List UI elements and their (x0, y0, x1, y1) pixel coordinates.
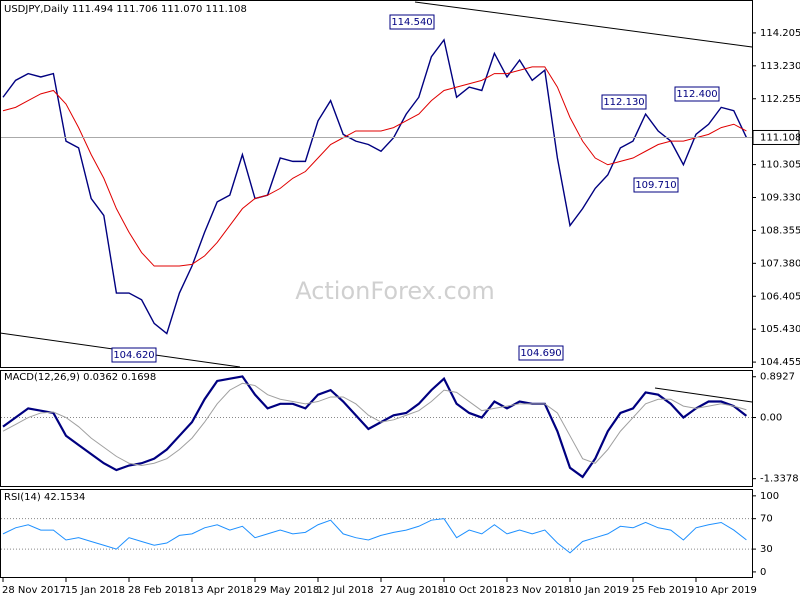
series-line (2, 382, 747, 467)
x-tick-label: 28 Feb 2018 (128, 585, 190, 596)
annotation-box (518, 345, 564, 361)
y-tick-label: 0.00 (760, 413, 782, 424)
y-tick-label: 110.305 (760, 160, 800, 171)
annotation-box (674, 86, 720, 102)
y-tick-label: 105.430 (760, 324, 800, 335)
series-line (2, 375, 748, 479)
y-tick-label: 112.255 (760, 94, 800, 105)
annotation: 109.710 (635, 180, 676, 191)
x-tick-label: 27 Aug 2018 (380, 585, 444, 596)
last-price-box (752, 129, 800, 145)
annotation-box (389, 14, 435, 30)
trendline (654, 387, 753, 403)
annotation-box (601, 94, 647, 110)
chart-title: USDJPY,Daily 111.494 111.706 111.070 111… (4, 4, 247, 15)
x-tick-label: 23 Nov 2018 (506, 585, 570, 596)
y-tick-label: 104.455 (760, 357, 800, 368)
rsi-panel (0, 489, 753, 578)
price-panel (0, 0, 753, 368)
watermark: ActionForex.com (295, 277, 495, 305)
series-line (2, 518, 747, 554)
y-tick-label: 0 (760, 567, 766, 578)
annotation: 104.690 (520, 348, 561, 359)
x-tick-label: 13 Apr 2018 (191, 585, 253, 596)
x-tick-label: 10 Apr 2019 (695, 585, 757, 596)
y-tick-label: 106.405 (760, 291, 800, 302)
y-tick-label: 70 (760, 514, 773, 525)
y-tick-label: 108.355 (760, 225, 800, 236)
annotation: 104.620 (113, 350, 154, 361)
macd-title: MACD(12,26,9) 0.0362 0.1698 (4, 372, 156, 383)
x-tick-label: 25 Feb 2019 (632, 585, 694, 596)
x-tick-label: 10 Jan 2019 (569, 585, 629, 596)
trendline (414, 1, 753, 48)
annotation: 112.130 (603, 97, 644, 108)
x-tick-label: 12 Jul 2018 (317, 585, 374, 596)
last-price-label: 111.108 (760, 132, 800, 143)
y-tick-label: 107.380 (760, 258, 800, 269)
y-tick-label: 114.205 (760, 28, 800, 39)
macd-panel (0, 370, 753, 487)
series-line (2, 38, 748, 335)
series-line (2, 66, 747, 267)
y-tick-label: 30 (760, 544, 773, 555)
annotation-box (633, 177, 679, 193)
y-tick-label: 100 (760, 491, 779, 502)
annotation-box (111, 347, 157, 363)
y-tick-label: 0.8927 (760, 372, 795, 383)
y-tick-label: 113.230 (760, 61, 800, 72)
x-tick-label: 28 Nov 2017 (2, 585, 66, 596)
x-tick-label: 15 Jan 2018 (65, 585, 125, 596)
x-tick-label: 29 May 2018 (254, 585, 319, 596)
y-tick-label: -1.3378 (760, 474, 799, 485)
x-tick-label: 10 Oct 2018 (443, 585, 505, 596)
y-tick-label: 109.330 (760, 193, 800, 204)
annotation: 112.400 (676, 89, 717, 100)
rsi-title: RSI(14) 42.1534 (4, 492, 85, 503)
annotation: 114.540 (391, 17, 432, 28)
